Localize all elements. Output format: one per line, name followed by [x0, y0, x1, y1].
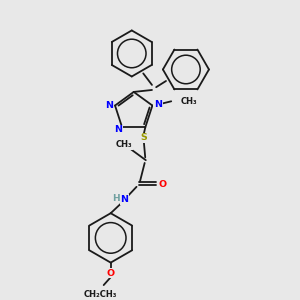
- Text: S: S: [140, 133, 147, 142]
- Text: O: O: [106, 269, 115, 278]
- Text: N: N: [105, 101, 113, 110]
- Text: CH₂CH₃: CH₂CH₃: [84, 290, 117, 299]
- Text: CH₃: CH₃: [116, 140, 132, 149]
- Text: N: N: [154, 100, 162, 109]
- Text: O: O: [158, 180, 166, 189]
- Text: N: N: [121, 195, 128, 204]
- Text: CH₃: CH₃: [181, 97, 197, 106]
- Text: N: N: [114, 125, 122, 134]
- Text: H: H: [112, 194, 119, 203]
